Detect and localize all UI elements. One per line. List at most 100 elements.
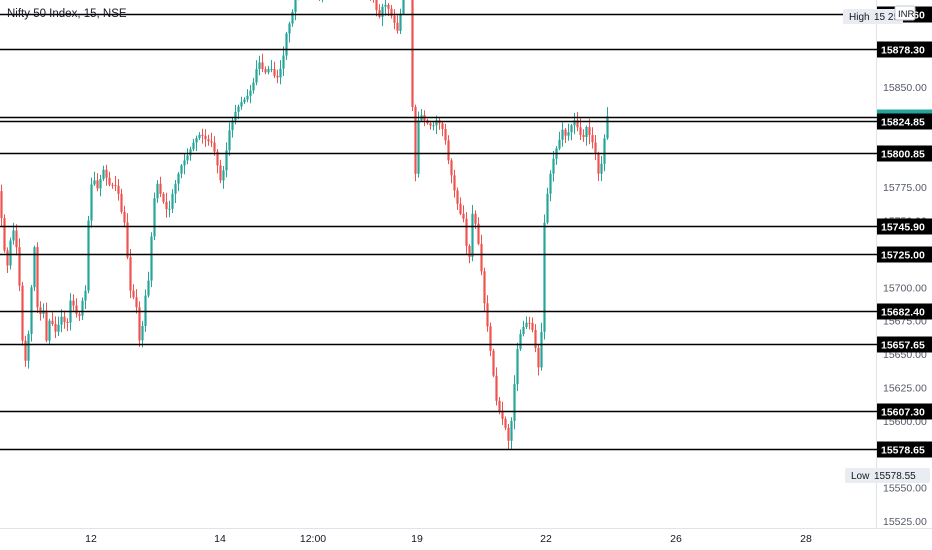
currency-badge[interactable]: INR <box>894 5 916 21</box>
candle-body <box>375 0 378 11</box>
candle-body <box>540 331 543 368</box>
candle-body <box>75 305 78 314</box>
candle-body <box>468 245 471 257</box>
candle-body <box>459 203 462 214</box>
candle-body <box>276 75 279 78</box>
candle-body <box>201 134 204 136</box>
candle-body <box>453 175 456 191</box>
level-label-box <box>877 336 932 353</box>
candle-body <box>114 185 117 187</box>
candle-body <box>72 300 75 306</box>
candle-body <box>531 323 534 330</box>
candle-body <box>414 107 417 174</box>
candle-body <box>141 326 144 341</box>
candle-body <box>588 127 591 135</box>
candle-body <box>219 165 222 181</box>
candle-body <box>264 69 267 73</box>
candle-body <box>444 129 447 141</box>
candle-body <box>234 111 237 121</box>
currency-label: INR <box>898 9 915 20</box>
candle-body <box>78 314 81 316</box>
candle-body <box>57 324 60 332</box>
x-tick-label: 12:00 <box>300 533 326 545</box>
level-label-box <box>877 441 932 458</box>
candle-body <box>105 169 108 178</box>
candle-body <box>462 213 465 219</box>
candle-body <box>456 190 459 204</box>
candle-body <box>576 120 579 128</box>
candle-body <box>48 320 51 341</box>
y-tick-label: 15625.00 <box>883 382 927 394</box>
x-axis-ticks: 12 14 12:00 19 22 26 28 <box>85 533 812 545</box>
candle-body <box>102 169 105 179</box>
candle-body <box>174 183 177 194</box>
candle-body <box>45 310 48 341</box>
candle-body <box>135 297 138 308</box>
candle-body <box>261 62 264 70</box>
low-value: 15578.55 <box>874 471 916 482</box>
candle-body <box>549 173 552 194</box>
low-label: Low <box>851 471 870 482</box>
level-label: 15800.85 <box>881 149 925 161</box>
candle-body <box>183 160 186 166</box>
candle-body <box>60 316 63 325</box>
candle-body <box>471 213 474 257</box>
candle-body <box>267 69 270 73</box>
candle-body <box>510 420 513 441</box>
candle-body <box>177 173 180 184</box>
candle-body <box>132 290 135 298</box>
candle-body <box>270 69 273 71</box>
candle-body <box>120 193 123 212</box>
candle-body <box>399 13 402 31</box>
candle-body <box>0 191 3 219</box>
candle-body <box>537 348 540 368</box>
candle-body <box>156 183 159 199</box>
candle-body <box>18 247 21 286</box>
candle-body <box>570 125 573 133</box>
level-label-box <box>877 218 932 235</box>
candle-body <box>186 155 189 161</box>
level-label: 15578.65 <box>881 445 925 457</box>
candle-body <box>387 4 390 9</box>
candle-body <box>543 222 546 332</box>
x-tick-label: 19 <box>411 533 423 545</box>
y-tick-label: 15550.00 <box>883 483 927 495</box>
candle-body <box>93 180 96 185</box>
candle-body <box>606 116 609 139</box>
y-tick-label: 15850.00 <box>883 82 927 94</box>
candle-body <box>240 102 243 107</box>
candle-body <box>36 247 39 308</box>
candle-body <box>9 240 12 266</box>
levels-layer: 15961.9015904.6015878.3015827.7015824.85… <box>0 6 932 458</box>
candle-body <box>441 123 444 129</box>
candle-body <box>585 127 588 137</box>
candle-body <box>138 307 141 341</box>
candle-body <box>273 69 276 76</box>
candle-body <box>447 140 450 161</box>
candle-body <box>480 243 483 272</box>
level-label: 15682.40 <box>881 307 925 319</box>
candle-body <box>96 180 99 189</box>
y-tick-label: 15775.00 <box>883 182 927 194</box>
candle-body <box>99 179 102 189</box>
candle-body <box>192 142 195 150</box>
level-label-box <box>877 246 932 263</box>
candle-body <box>198 134 201 139</box>
candle-body <box>21 285 24 341</box>
candle-body <box>435 120 438 126</box>
x-tick-label: 12 <box>85 533 97 545</box>
candle-body <box>81 300 84 316</box>
candle-body <box>483 271 486 304</box>
candle-body <box>291 12 294 24</box>
level-label-box <box>877 113 932 130</box>
candle-body <box>15 230 18 248</box>
candle-body <box>474 213 477 224</box>
candle-body <box>66 322 69 323</box>
candle-body <box>579 127 582 135</box>
candle-body <box>594 142 597 154</box>
candle-body <box>279 68 282 78</box>
candle-body <box>147 280 150 296</box>
candle-body <box>564 129 567 136</box>
